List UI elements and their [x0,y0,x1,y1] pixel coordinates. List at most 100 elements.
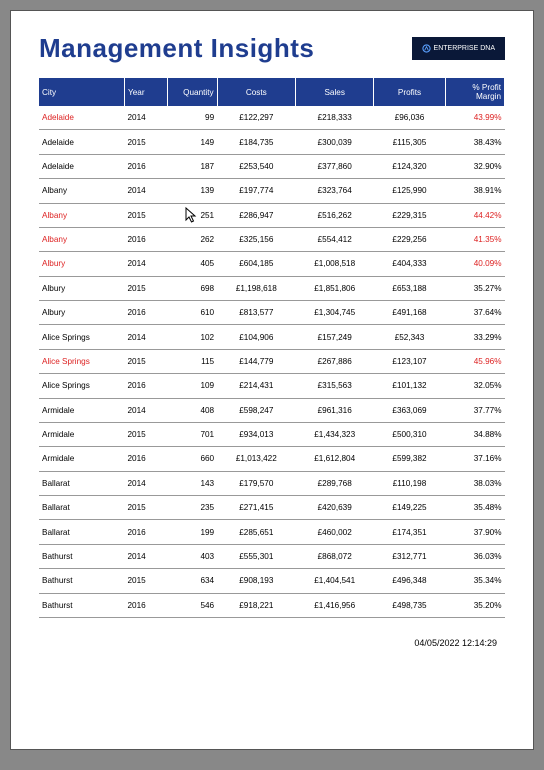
table-cell: £285,651 [217,520,295,544]
table-cell: £122,297 [217,106,295,130]
table-header: CityYearQuantityCostsSalesProfits% Profi… [39,78,505,106]
table-cell: £115,305 [374,130,445,154]
column-header: City [39,78,125,106]
table-row: Alice Springs2014102£104,906£157,249£52,… [39,325,505,349]
table-cell: £918,221 [217,593,295,617]
table-cell: £498,735 [374,593,445,617]
table-cell: Alice Springs [39,349,125,373]
table-cell: 262 [167,227,217,251]
table-cell: £96,036 [374,106,445,130]
table-cell: 2015 [125,349,168,373]
table-cell: £1,008,518 [296,252,374,276]
table-cell: £377,860 [296,154,374,178]
table-cell: 44.42% [445,203,504,227]
table-cell: £404,333 [374,252,445,276]
table-cell: £300,039 [296,130,374,154]
table-cell: 37.64% [445,301,504,325]
table-cell: £125,990 [374,179,445,203]
table-cell: Ballarat [39,471,125,495]
table-cell: 35.34% [445,569,504,593]
table-cell: £599,382 [374,447,445,471]
table-row: Albury2014405£604,185£1,008,518£404,3334… [39,252,505,276]
table-cell: 38.03% [445,471,504,495]
table-row: Ballarat2014143£179,570£289,768£110,1983… [39,471,505,495]
table-row: Adelaide2016187£253,540£377,860£124,3203… [39,154,505,178]
table-cell: £500,310 [374,422,445,446]
table-cell: £271,415 [217,496,295,520]
table-cell: £813,577 [217,301,295,325]
table-row: Bathurst2015634£908,193£1,404,541£496,34… [39,569,505,593]
table-row: Albany2015251£286,947£516,262£229,31544.… [39,203,505,227]
table-cell: 2014 [125,106,168,130]
table-cell: 32.05% [445,374,504,398]
table-cell: £101,132 [374,374,445,398]
table-cell: £104,906 [217,325,295,349]
table-cell: 2014 [125,398,168,422]
table-cell: £1,434,323 [296,422,374,446]
table-row: Ballarat2016199£285,651£460,002£174,3513… [39,520,505,544]
table-cell: £289,768 [296,471,374,495]
table-cell: 660 [167,447,217,471]
table-cell: £1,612,804 [296,447,374,471]
table-cell: 2014 [125,325,168,349]
table-cell: £197,774 [217,179,295,203]
table-cell: 2014 [125,252,168,276]
report-header: Management Insights ENTERPRISE DNA [39,33,505,64]
table-cell: £516,262 [296,203,374,227]
table-cell: 2016 [125,301,168,325]
column-header: % Profit Margin [445,78,504,106]
table-cell: 2016 [125,520,168,544]
table-cell: 139 [167,179,217,203]
table-cell: £325,156 [217,227,295,251]
table-cell: £312,771 [374,544,445,568]
table-cell: £229,256 [374,227,445,251]
table-cell: 143 [167,471,217,495]
table-cell: Armidale [39,398,125,422]
table-cell: Bathurst [39,569,125,593]
table-cell: Ballarat [39,496,125,520]
table-cell: 35.20% [445,593,504,617]
table-cell: Armidale [39,447,125,471]
table-cell: 187 [167,154,217,178]
table-cell: Armidale [39,422,125,446]
table-cell: 35.27% [445,276,504,300]
table-cell: 2015 [125,569,168,593]
table-cell: 2014 [125,179,168,203]
table-cell: 403 [167,544,217,568]
column-header: Costs [217,78,295,106]
table-row: Bathurst2014403£555,301£868,072£312,7713… [39,544,505,568]
table-cell: 634 [167,569,217,593]
table-cell: £653,188 [374,276,445,300]
table-cell: £179,570 [217,471,295,495]
table-cell: 2014 [125,544,168,568]
column-header: Profits [374,78,445,106]
table-cell: 99 [167,106,217,130]
table-cell: Bathurst [39,544,125,568]
table-cell: 35.48% [445,496,504,520]
table-row: Albany2016262£325,156£554,412£229,25641.… [39,227,505,251]
table-cell: Albany [39,227,125,251]
page-title: Management Insights [39,33,314,64]
table-cell: £1,416,956 [296,593,374,617]
table-cell: £868,072 [296,544,374,568]
table-cell: 2014 [125,471,168,495]
logo-text: ENTERPRISE DNA [434,45,495,52]
table-cell: £604,185 [217,252,295,276]
table-cell: 698 [167,276,217,300]
report-page: Management Insights ENTERPRISE DNA CityY… [10,10,534,750]
table-cell: 33.29% [445,325,504,349]
table-cell: 37.90% [445,520,504,544]
table-cell: 546 [167,593,217,617]
table-body: Adelaide201499£122,297£218,333£96,03643.… [39,106,505,617]
table-row: Armidale2014408£598,247£961,316£363,0693… [39,398,505,422]
table-cell: £229,315 [374,203,445,227]
table-row: Bathurst2016546£918,221£1,416,956£498,73… [39,593,505,617]
column-header: Sales [296,78,374,106]
table-cell: 32.90% [445,154,504,178]
table-cell: £218,333 [296,106,374,130]
column-header: Year [125,78,168,106]
table-cell: £149,225 [374,496,445,520]
table-cell: 37.16% [445,447,504,471]
company-logo: ENTERPRISE DNA [412,37,505,60]
table-cell: 405 [167,252,217,276]
